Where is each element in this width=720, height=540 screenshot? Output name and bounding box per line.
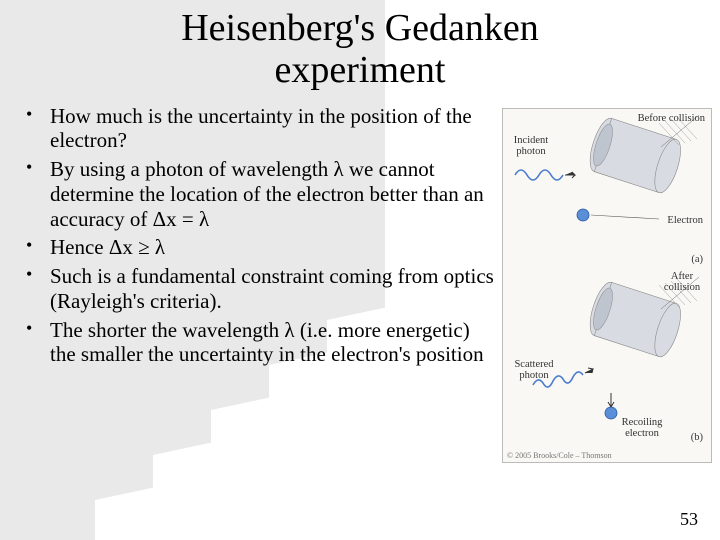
title-line-1: Heisenberg's Gedanken — [181, 7, 539, 49]
bullet-item: Hence Δx ≥ λ — [46, 235, 496, 260]
recoiling-electron-label: Recoiling electron — [617, 417, 667, 439]
bullet-item: Such is a fundamental constraint coming … — [46, 264, 496, 314]
bullet-item: By using a photon of wavelength λ we can… — [46, 157, 496, 231]
figure-panel-a: Before collision Incident photon Electro… — [507, 115, 707, 265]
before-collision-label: Before collision — [638, 113, 705, 124]
slide-title: Heisenberg's Gedanken experiment — [0, 0, 720, 92]
slide: Heisenberg's Gedanken experiment How muc… — [0, 0, 720, 540]
title-line-2: experiment — [275, 49, 446, 91]
after-collision-label: After collision — [659, 271, 705, 293]
bullet-item: How much is the uncertainty in the posit… — [46, 104, 496, 154]
body-row: How much is the uncertainty in the posit… — [0, 104, 720, 463]
figure-column: Before collision Incident photon Electro… — [502, 104, 720, 463]
scattered-photon-label: Scattered photon — [509, 359, 559, 381]
panel-b-svg — [507, 273, 703, 443]
electron-label: Electron — [667, 215, 703, 226]
panel-a-marker: (a) — [691, 254, 703, 265]
figure-copyright: © 2005 Brooks/Cole – Thomson — [507, 451, 707, 460]
figure-panel-b: After collision Scattered photon Recoili… — [507, 273, 707, 443]
bullet-list: How much is the uncertainty in the posit… — [0, 104, 502, 463]
incident-photon-label: Incident photon — [509, 135, 553, 157]
page-number: 53 — [680, 509, 698, 530]
bullet-item: The shorter the wavelength λ (i.e. more … — [46, 318, 496, 368]
panel-b-marker: (b) — [691, 432, 703, 443]
figure-box: Before collision Incident photon Electro… — [502, 108, 712, 463]
